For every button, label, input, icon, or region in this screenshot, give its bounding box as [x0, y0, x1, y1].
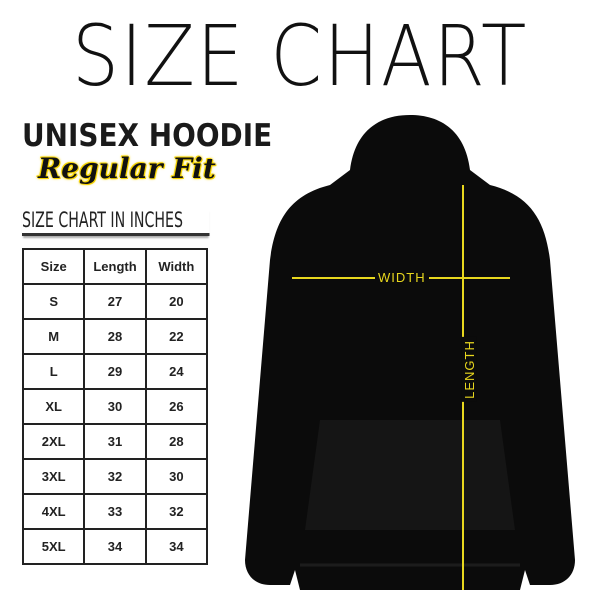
table-row: 4XL 33 32	[21, 493, 209, 530]
table-cell: 20	[144, 283, 209, 320]
table-row: 5XL 34 34	[21, 528, 209, 565]
table-cell: Size	[21, 248, 86, 285]
table-cell: M	[21, 318, 86, 355]
table-cell: 4XL	[21, 493, 86, 530]
table-cell: 26	[144, 388, 209, 425]
table-cell: Length	[83, 248, 147, 285]
table-row: 3XL 32 30	[21, 458, 209, 495]
table-cell: 22	[144, 318, 209, 355]
table-cell: 32	[83, 458, 147, 495]
table-cell: 24	[144, 353, 209, 390]
table-cell: 34	[144, 528, 209, 565]
table-cell: 28	[83, 318, 147, 355]
unit-caption: SIZE CHART IN INCHES	[22, 208, 210, 236]
table-cell: 31	[83, 423, 147, 460]
table-cell: 33	[83, 493, 147, 530]
table-row: S 27 20	[21, 283, 209, 320]
product-name: UNISEX HOODIE	[22, 118, 273, 154]
table-cell: 32	[144, 493, 209, 530]
table-cell: 3XL	[21, 458, 86, 495]
table-cell: 28	[144, 423, 209, 460]
length-label: LENGTH	[461, 337, 477, 402]
table-cell: L	[21, 353, 86, 390]
table-row: 2XL 31 28	[21, 423, 209, 460]
table-row: M 28 22	[21, 318, 209, 355]
size-table: Size Length Width S 27 20 M 28 22 L 29 24 XL 30 26 2XL 3…	[21, 248, 209, 565]
table-cell: 27	[83, 283, 147, 320]
table-cell: Width	[144, 248, 209, 285]
width-label: WIDTH	[375, 270, 429, 285]
fit-label: Regular Fit	[38, 152, 216, 185]
table-header-row: Size Length Width	[21, 248, 209, 285]
table-cell: 30	[83, 388, 147, 425]
table-row: L 29 24	[21, 353, 209, 390]
table-cell: S	[21, 283, 86, 320]
table-cell: 29	[83, 353, 147, 390]
table-cell: 2XL	[21, 423, 86, 460]
table-cell: XL	[21, 388, 86, 425]
page-title: SIZE CHART	[71, 7, 529, 105]
hoodie-image	[245, 115, 575, 590]
table-cell: 5XL	[21, 528, 86, 565]
table-cell: 34	[83, 528, 147, 565]
table-row: XL 30 26	[21, 388, 209, 425]
table-cell: 30	[144, 458, 209, 495]
